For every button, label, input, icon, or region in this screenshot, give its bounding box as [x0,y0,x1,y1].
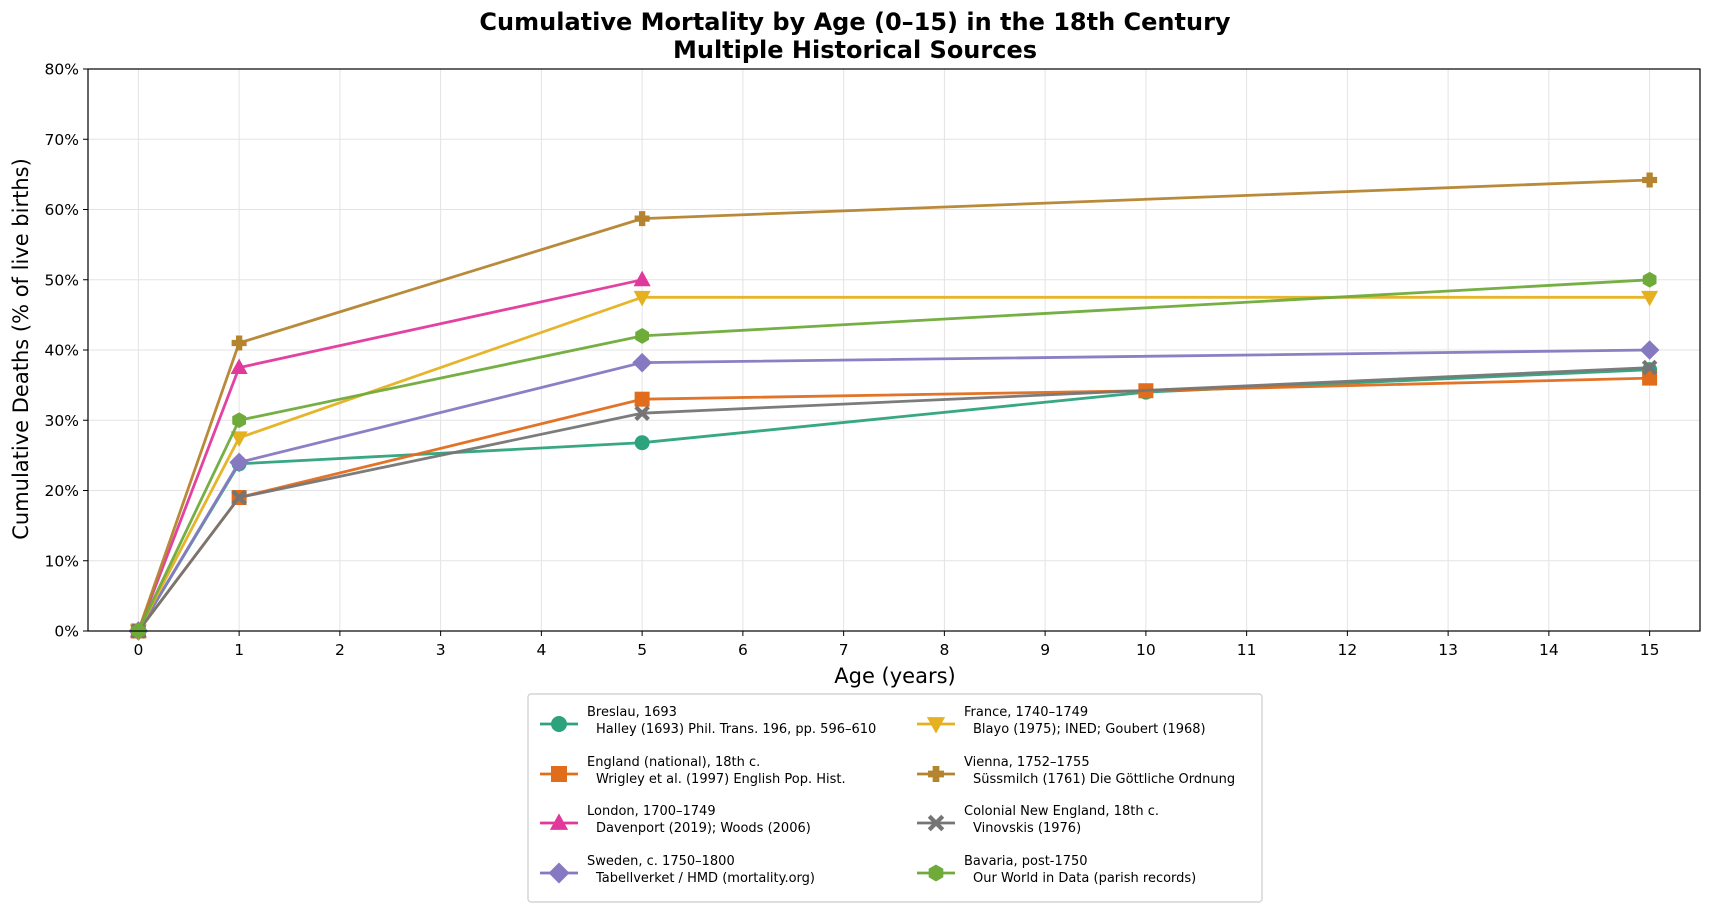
legend-box [527,693,1263,903]
data-point [230,431,248,447]
x-tick-label: 5 [637,641,647,659]
y-tick-label: 60% [45,201,79,219]
data-point [229,452,249,473]
data-point [634,211,650,227]
data-point [1641,359,1658,376]
chart-title: Cumulative Mortality by Age (0–15) in th… [479,8,1230,36]
x-tick-label: 10 [1136,641,1156,659]
x-tick-label: 15 [1640,641,1660,659]
legend-entry-1: England (national), 18th c. Wrigley et al… [540,755,846,787]
grid [88,68,1700,632]
data-point [634,405,650,422]
y-tick-label: 20% [45,482,79,500]
y-tick-label: 30% [45,412,79,430]
legend-entry-7: Bavaria, post-1750 Our World in Data (par… [917,854,1196,886]
legend-entry-0: Breslau, 1693 Halley (1693) Phil. Trans. … [540,705,876,737]
legend-label: France, 1740–1749 [964,705,1088,720]
legend-label: England (national), 18th c. [587,755,760,770]
x-tick-label: 8 [939,641,949,659]
legend-source: Tabellverket / HMD (mortality.org) [595,871,815,886]
x-tick-label: 0 [133,641,143,659]
legend-marker [551,716,567,732]
legend-entry-3: Sweden, c. 1750–1800 Tabellverket / HMD (… [540,854,815,886]
series-layer [128,172,1660,641]
legend-source: Blayo (1975); INED; Goubert (1968) [973,722,1206,737]
y-tick-label: 40% [45,342,79,360]
legend-source: Süssmilch (1761) Die Göttliche Ordnung [973,772,1235,787]
legend-label: Breslau, 1693 [587,705,677,720]
x-tick-label: 1 [234,641,244,659]
y-tick-label: 50% [45,271,79,289]
legend-label: London, 1700–1749 [587,804,716,819]
data-point [1642,370,1658,386]
data-point [635,328,649,344]
legend-entry-6: Colonial New England, 18th c. Vinovskis (… [917,804,1159,836]
y-axis-label: Cumulative Deaths (% of live births) [9,158,33,540]
series-5 [130,172,1658,639]
data-point [633,290,651,307]
legend-source: Vinovskis (1976) [973,821,1081,836]
legend-marker [549,813,569,830]
legend-source: Wrigley et al. (1997) English Pop. Hist. [596,772,846,787]
legend-marker [551,766,567,782]
legend-label: Vienna, 1752–1755 [964,755,1090,770]
legend-source: Davenport (2019); Woods (2006) [596,821,811,836]
data-point [634,435,650,451]
x-tick-label: 14 [1539,641,1559,659]
data-point [1641,290,1659,307]
data-point [633,270,651,287]
y-tick-label: 80% [45,61,79,79]
x-tick-label: 3 [436,641,446,659]
data-point [634,391,650,407]
y-tick-label: 0% [54,623,79,641]
data-point [231,489,247,506]
series-line [137,178,1650,632]
data-point [232,412,246,429]
y-tick-label: 10% [45,552,79,570]
x-tick-label: 4 [536,641,546,659]
legend-marker [928,766,944,782]
series-line [137,295,1650,632]
y-tick-label: 70% [45,131,79,149]
legend-label: Bavaria, post-1750 [964,854,1088,869]
x-tick-label: 11 [1237,641,1257,659]
legend-entry-5: Vienna, 1752–1755 Süssmilch (1761) Die Gö… [917,755,1235,787]
series-line [137,366,1650,632]
legend-marker [926,717,946,734]
x-tick-label: 9 [1040,641,1050,659]
data-point [230,358,248,375]
x-axis-label: Age (years) [834,664,955,688]
legend-marker [927,814,945,832]
legend-entry-2: London, 1700–1749 Davenport (2019); Woods… [540,804,811,836]
data-point [1642,271,1657,288]
legend-source: Halley (1693) Phil. Trans. 196, pp. 596–… [596,722,876,737]
plot-frame [87,68,1701,632]
data-point [231,335,247,351]
x-tick-label: 12 [1338,641,1358,659]
legend-label: Colonial New England, 18th c. [964,804,1159,819]
x-tick-label: 6 [738,641,748,659]
legend: Breslau, 1693 Halley (1693) Phil. Trans. … [527,693,1263,903]
legend-marker [548,862,570,884]
chart-subtitle: Multiple Historical Sources [673,36,1037,64]
data-point [1639,340,1660,360]
legend-entry-4: France, 1740–1749 Blayo (1975); INED; Gou… [917,705,1206,737]
legend-source: Our World in Data (parish records) [973,871,1196,886]
series-line [137,278,1650,632]
y-axis-ticks: 0% 10% 20% 30% 40% 50% 60% 70% 80% [45,61,88,641]
series-7 [131,271,1657,639]
x-axis-ticks: 0 1 2 3 4 5 6 7 8 9 10 11 12 13 14 15 [133,631,1659,659]
legend-label: Sweden, c. 1750–1800 [587,854,735,869]
data-point [632,352,652,373]
series-line [137,348,1650,632]
legend-marker [928,864,944,882]
data-point [1642,172,1658,188]
x-tick-label: 13 [1438,641,1458,659]
x-tick-label: 2 [335,641,345,659]
x-tick-label: 7 [839,641,849,659]
